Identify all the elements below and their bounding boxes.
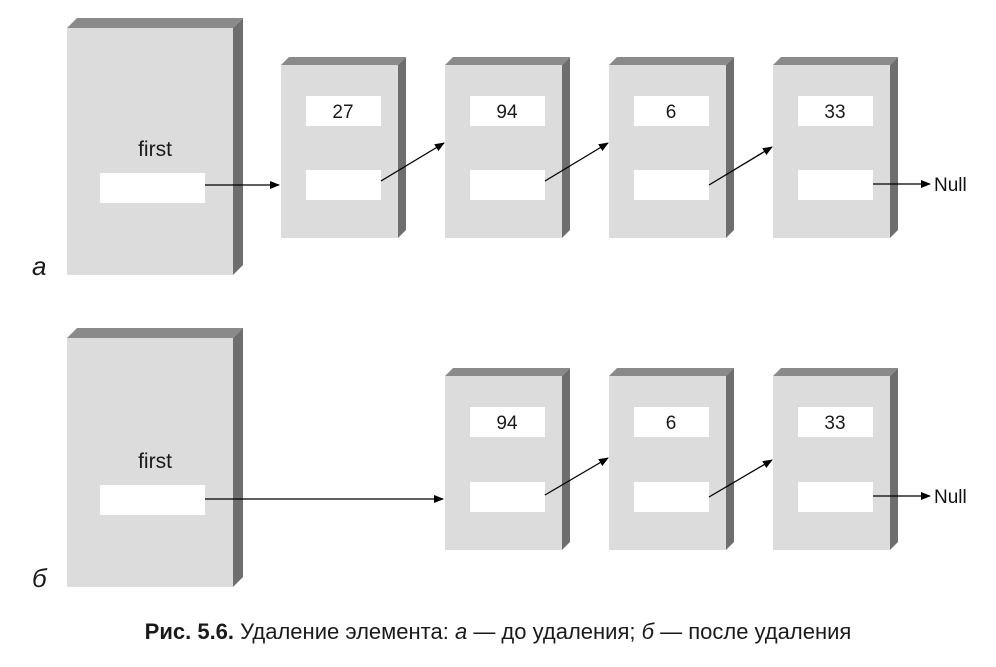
node-next-field (470, 170, 545, 200)
node-next-field (634, 482, 709, 512)
node-value-field (470, 407, 545, 437)
caption-text: — после удаления (653, 619, 852, 644)
caption-number: Рис. 5.6. (144, 619, 235, 644)
node-value: 6 (666, 413, 677, 434)
node-1: 27 (281, 57, 406, 238)
pointer-arrow (544, 142, 609, 182)
node-value-field (634, 96, 709, 126)
node-3: 6 (609, 57, 734, 238)
node-value-field (306, 96, 381, 126)
node-value: 6 (666, 102, 677, 123)
node-next-field (798, 482, 873, 512)
node-value: 33 (824, 413, 845, 434)
pointer-arrow (708, 146, 773, 186)
node-1: 94 (445, 368, 570, 550)
linked-list-diagram: а first 27 94 (32, 18, 967, 593)
first-pointer-field (100, 173, 205, 203)
panel-b: б first 94 6 (32, 328, 967, 593)
null-label: Null (934, 487, 967, 508)
figure-caption: Рис. 5.6. Удаление элемента: а — до удал… (0, 619, 996, 645)
node-value-field (634, 407, 709, 437)
node-4: 33 (773, 57, 898, 238)
node-value-field (798, 407, 873, 437)
caption-text: — до удаления; (467, 619, 642, 644)
first-box: first (67, 328, 243, 587)
node-next-field (798, 170, 873, 200)
first-box: first (67, 18, 243, 275)
caption-letter-b: б (641, 619, 654, 644)
pointer-arrow (544, 457, 609, 496)
node-next-field (306, 170, 381, 200)
first-pointer-field (100, 485, 205, 515)
node-3: 33 (773, 368, 898, 550)
pointer-arrow (708, 459, 773, 498)
first-label: first (138, 450, 172, 473)
node-value: 33 (824, 102, 845, 123)
panel-b-letter: б (32, 563, 48, 593)
node-value: 94 (496, 102, 518, 123)
node-2: 94 (445, 57, 570, 238)
caption-letter-a: а (454, 619, 468, 644)
null-label: Null (934, 175, 967, 196)
pointer-arrow (380, 142, 445, 182)
panel-a-letter: а (32, 251, 46, 281)
node-value: 94 (496, 413, 518, 434)
node-value-field (470, 96, 545, 126)
node-next-field (470, 482, 545, 512)
node-value-field (798, 96, 873, 126)
caption-text: Удаление элемента: (234, 619, 455, 644)
node-value: 27 (332, 102, 353, 123)
node-2: 6 (609, 368, 734, 550)
node-next-field (634, 170, 709, 200)
panel-a: а first 27 94 (32, 18, 967, 281)
first-label: first (138, 138, 172, 161)
